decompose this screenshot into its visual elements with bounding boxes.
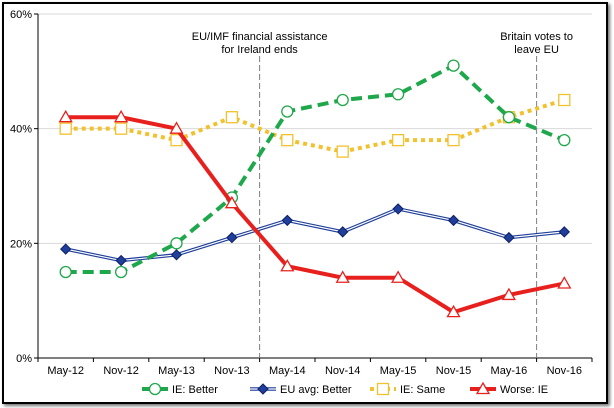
data-point	[170, 133, 183, 147]
series-line	[65, 207, 565, 263]
legend-item: EU avg: Better	[250, 383, 352, 396]
x-tick-label: May-13	[158, 365, 195, 377]
data-point	[558, 226, 571, 238]
data-point	[224, 195, 240, 209]
data-point	[391, 133, 405, 147]
data-point	[170, 249, 183, 261]
data-point	[281, 214, 294, 227]
data-point	[376, 382, 390, 396]
data-point	[558, 93, 571, 107]
x-tick-label: May-12	[47, 365, 84, 377]
series-line	[65, 63, 566, 274]
series-line	[65, 115, 565, 315]
data-point	[503, 231, 515, 244]
y-tick-label: 0%	[16, 353, 32, 365]
series-eu-avg-better	[59, 203, 571, 267]
data-point	[226, 231, 238, 244]
data-point	[59, 122, 72, 135]
legend-label: Worse: IE	[500, 384, 548, 396]
data-point	[148, 382, 162, 396]
data-point	[281, 133, 294, 147]
series-line-inner	[65, 208, 565, 262]
legend-item: IE: Same	[370, 382, 445, 396]
data-point	[280, 258, 295, 272]
data-point	[59, 265, 72, 279]
data-point	[447, 133, 460, 147]
data-point	[336, 93, 349, 107]
y-tick-label: 40%	[10, 124, 32, 136]
data-point	[336, 145, 349, 158]
x-tick-label: Nov-15	[436, 365, 471, 377]
data-point	[257, 383, 269, 395]
data-point	[447, 59, 460, 72]
data-point	[58, 109, 73, 123]
data-point	[475, 381, 491, 395]
data-point	[502, 111, 516, 124]
series-line	[65, 98, 565, 154]
y-tick-label: 20%	[10, 238, 32, 250]
legend-label: IE: Better	[172, 384, 218, 396]
x-tick-label: May-16	[491, 365, 528, 377]
data-point	[557, 276, 572, 289]
legend-item: Worse: IE	[470, 381, 548, 396]
legend: IE: Better EU avg: Better IE: Same Worse: I…	[142, 381, 548, 396]
annotation-text: for Ireland ends	[221, 44, 298, 56]
data-point	[558, 133, 571, 147]
series-group	[58, 59, 572, 318]
data-point	[113, 109, 129, 123]
y-tick-labels: 0% 20% 40% 60%	[10, 9, 32, 365]
data-point	[446, 304, 461, 318]
x-tick-label: May-15	[380, 365, 417, 377]
legend-item: IE: Better	[142, 382, 218, 396]
data-point	[225, 111, 239, 124]
data-point	[59, 243, 72, 255]
legend-label: IE: Same	[400, 384, 445, 396]
annotation-text: leave EU	[514, 44, 559, 56]
x-tick-label: Nov-14	[325, 365, 360, 377]
data-point	[115, 254, 127, 267]
series-ie-better	[59, 59, 571, 279]
data-point	[114, 122, 128, 135]
data-point	[501, 287, 517, 301]
data-point	[447, 214, 460, 227]
series-ie-same	[59, 93, 571, 158]
x-tick-labels: May-12 Nov-12 May-13 Nov-13 May-14 Nov-14 May-…	[47, 365, 582, 377]
annotation-text: EU/IMF financial assistance	[192, 31, 328, 43]
event-lines	[259, 56, 538, 358]
data-point	[170, 237, 183, 250]
axes	[34, 13, 593, 362]
data-point	[392, 203, 404, 215]
data-point	[281, 105, 294, 118]
x-tick-label: May-14	[269, 365, 306, 377]
legend-label: EU avg: Better	[280, 384, 352, 396]
data-point	[391, 88, 405, 101]
data-point	[390, 270, 406, 283]
data-point	[336, 226, 349, 238]
chart-frame	[2, 2, 608, 404]
series-worse-ie	[58, 109, 572, 318]
data-point	[335, 270, 350, 283]
y-tick-label: 60%	[10, 9, 32, 21]
x-tick-label: Nov-16	[547, 365, 582, 377]
annotation-text: Britain votes to	[500, 31, 573, 43]
data-point	[169, 121, 184, 134]
x-tick-label: Nov-13	[214, 365, 249, 377]
data-point	[114, 265, 128, 279]
x-tick-label: Nov-12	[103, 365, 138, 377]
